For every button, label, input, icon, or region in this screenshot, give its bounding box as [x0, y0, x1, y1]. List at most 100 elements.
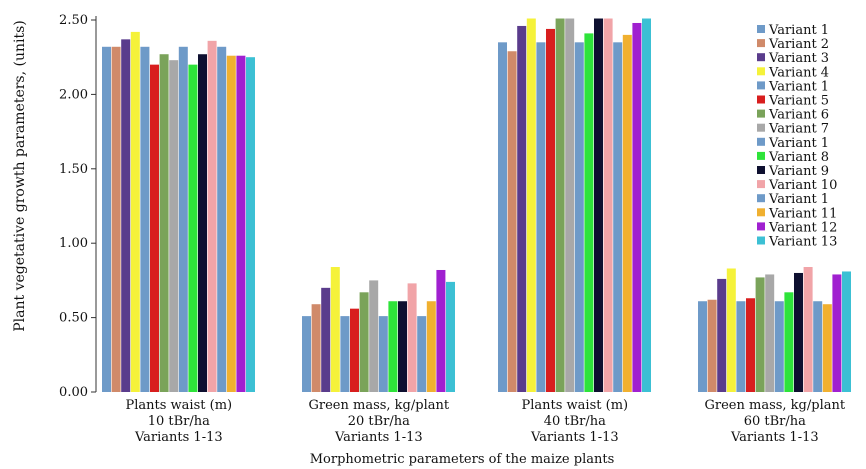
bar [302, 316, 311, 392]
x-tick-label: Variants 1-13 [730, 430, 819, 445]
x-tick-label: Plants waist (m) [126, 398, 233, 413]
bar [388, 301, 398, 392]
legend-swatch [757, 194, 765, 203]
bar [526, 18, 536, 393]
bars-layer [102, 18, 851, 393]
bar [632, 22, 642, 392]
bar [246, 57, 255, 392]
bar [555, 18, 565, 393]
bar [378, 316, 388, 392]
bar [426, 301, 436, 392]
bar [350, 308, 359, 392]
legend-label: Variant 1 [768, 23, 829, 38]
bar [794, 272, 803, 392]
x-tick-label: Green mass, kg/plant [309, 398, 450, 413]
legend-label: Variant 11 [768, 206, 837, 221]
bar [111, 46, 121, 393]
bar [803, 267, 813, 392]
x-tick-label: 10 tBr/ha [148, 414, 210, 429]
legend-swatch [757, 166, 765, 174]
bar [398, 301, 407, 392]
x-tick-label: 40 tBr/ha [544, 414, 606, 429]
y-tick-label: 2.50 [59, 13, 88, 28]
legend-swatch [757, 151, 765, 160]
bar [340, 316, 350, 392]
bar [188, 64, 198, 392]
legend-label: Variant 1 [768, 136, 829, 151]
y-tick-label: 1.00 [59, 236, 88, 251]
legend-label: Variant 1 [768, 79, 829, 94]
bar [330, 267, 340, 392]
legend-label: Variant 5 [768, 94, 829, 109]
bar [321, 287, 331, 392]
bar [726, 268, 736, 392]
x-tick-label: Green mass, kg/plant [705, 398, 846, 413]
y-tick-label: 0.00 [59, 385, 88, 400]
bar [642, 18, 651, 393]
bar [584, 33, 594, 392]
legend-swatch [757, 137, 765, 146]
bar [698, 301, 707, 392]
legend-swatch [757, 208, 765, 217]
legend-swatch [757, 180, 765, 189]
bar [140, 46, 150, 393]
bar [130, 31, 140, 393]
bar [178, 46, 188, 393]
y-tick-label: 2.00 [59, 87, 88, 102]
y-axis-label: Plant vegetative growth parameters, (uni… [12, 20, 28, 332]
bar [565, 18, 575, 393]
legend-label: Variant 6 [768, 108, 829, 123]
x-tick-label: 20 tBr/ha [348, 414, 410, 429]
bar [707, 299, 717, 392]
bar [217, 46, 227, 393]
y-axis: 0.00 0.50 1.00 1.50 2.00 2.50 [59, 13, 97, 400]
bar [359, 292, 369, 392]
legend-swatch [757, 39, 765, 48]
bar [311, 304, 321, 392]
bar [436, 269, 446, 392]
legend-label: Variant 7 [768, 122, 829, 137]
bar [102, 46, 111, 393]
bar [594, 18, 603, 393]
legend-swatch [757, 25, 765, 33]
legend-swatch [757, 95, 765, 104]
legend-label: Variant 10 [768, 178, 837, 193]
x-tick-label: Variants 1-13 [334, 430, 423, 445]
bar [746, 298, 755, 392]
legend-label: Variant 3 [768, 51, 829, 66]
legend-label: Variant 8 [768, 150, 829, 165]
bar [207, 40, 217, 392]
bar [574, 42, 584, 392]
bar [784, 292, 794, 392]
legend-label: Variant 13 [768, 235, 837, 250]
bar [832, 274, 842, 392]
bar [822, 304, 832, 392]
bar [169, 60, 179, 393]
bar [417, 316, 427, 392]
legend-swatch [757, 109, 765, 118]
x-tick-label: 60 tBr/ha [744, 414, 806, 429]
bar [613, 42, 623, 392]
bar [236, 55, 246, 392]
bar [717, 278, 727, 392]
bar [546, 28, 555, 392]
legend-label: Variant 12 [768, 220, 837, 235]
bar [121, 39, 131, 393]
bar [369, 280, 379, 392]
legend-swatch [757, 222, 765, 231]
y-tick-label: 0.50 [59, 311, 88, 326]
x-tick-label: Variants 1-13 [530, 430, 619, 445]
legend-label: Variant 9 [768, 164, 829, 179]
bar [507, 51, 517, 393]
bar [755, 277, 765, 392]
bar [622, 34, 632, 392]
bar [407, 283, 417, 392]
bar [842, 271, 851, 392]
y-tick-label: 1.50 [59, 162, 88, 177]
legend-label: Variant 2 [768, 37, 829, 52]
legend-swatch [757, 81, 765, 90]
x-tick-label: Variants 1-13 [134, 430, 223, 445]
